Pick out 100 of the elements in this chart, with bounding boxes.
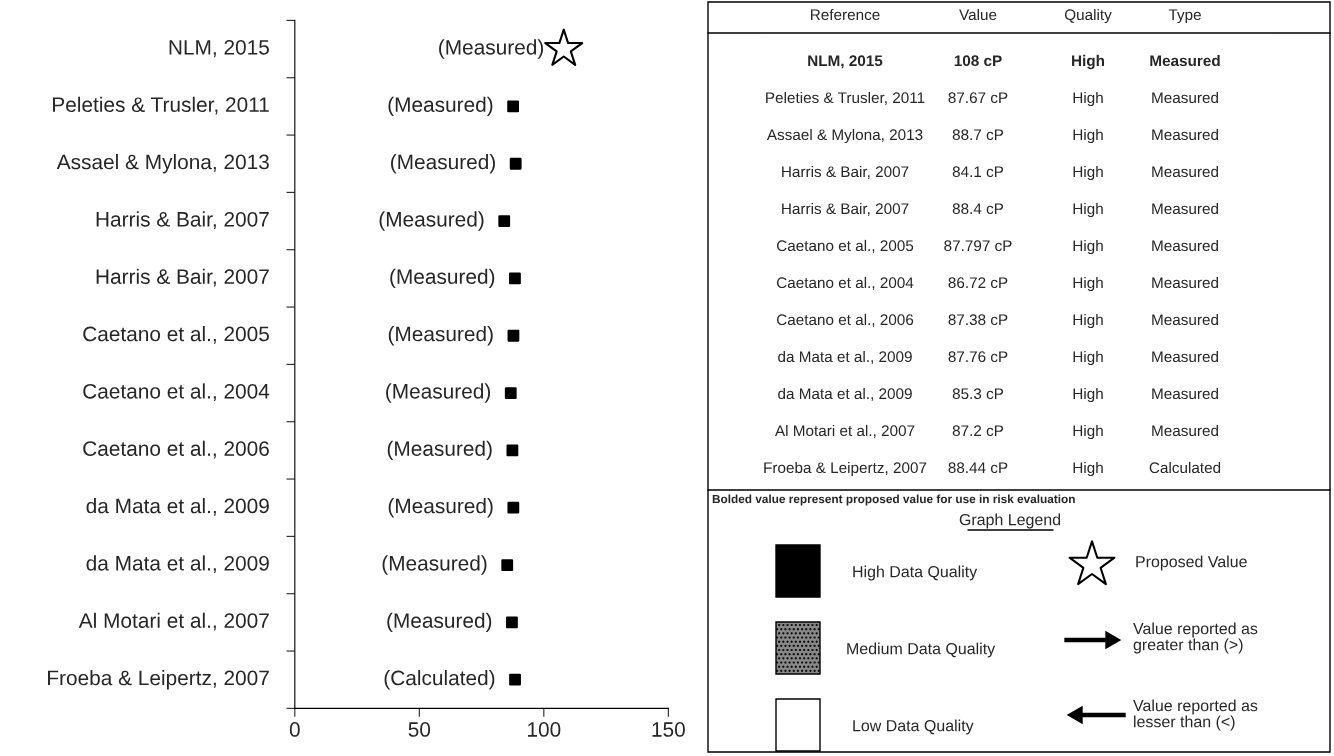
annotation: (Measured)	[390, 268, 495, 289]
y-tick-label: Al Motari et al., 2007	[78, 612, 269, 631]
text: 84.1 cP	[952, 166, 1004, 178]
annotation: (Measured)	[439, 39, 544, 59]
text: Measured	[1150, 54, 1220, 67]
text: Caetano et al., 2005	[776, 239, 914, 253]
text: Harris & Bair, 2007	[782, 165, 909, 179]
text: Value	[959, 8, 997, 21]
y-tick-label: Caetano et al., 2004	[83, 383, 270, 402]
x-tick-label: 0	[289, 722, 300, 737]
text: Bolded value represent proposed value for use in risk evaluation	[712, 494, 1075, 506]
text: High	[1073, 202, 1103, 218]
text: Measured	[1152, 165, 1218, 178]
text: High Data Quality	[853, 565, 978, 581]
text: High	[1073, 165, 1103, 181]
y-tick-label: da Mata et al., 2009	[86, 555, 269, 574]
text: Measured	[1152, 350, 1218, 363]
x-tick-label: 50	[408, 722, 431, 737]
text: 87.67 cP	[948, 92, 1008, 104]
text: Reference	[811, 8, 880, 21]
text: Measured	[1152, 424, 1218, 437]
annotation: (Calculated)	[384, 670, 495, 690]
annotation: (Measured)	[388, 498, 493, 518]
text: Measured	[1152, 202, 1218, 215]
point	[509, 673, 521, 686]
text: High	[1073, 387, 1103, 403]
text: Froeba & Leipertz, 2007	[764, 461, 927, 477]
text: Value reported as lesser than (<)	[1133, 699, 1258, 731]
text: da Mata et al., 2009	[778, 387, 912, 401]
text: 87.2 cP	[952, 425, 1004, 437]
text: Caetano et al., 2004	[776, 276, 914, 290]
point	[507, 329, 520, 342]
text: 88.4 cP	[952, 203, 1004, 215]
annotation: (Measured)	[391, 154, 495, 174]
text: Measured	[1152, 91, 1218, 104]
point	[509, 272, 521, 285]
text: NLM, 2015	[808, 55, 883, 69]
point	[507, 100, 520, 113]
point	[504, 387, 517, 399]
point	[506, 444, 519, 457]
text: 86.72 cP	[948, 277, 1008, 289]
text: Calculated	[1149, 461, 1221, 474]
text: Al Motari et al., 2007	[774, 424, 915, 438]
y-tick-label: da Mata et al., 2009	[86, 498, 269, 516]
y-tick-label: NLM, 2015	[169, 39, 269, 58]
y-tick-label: Harris & Bair, 2007	[96, 211, 269, 230]
text: High	[1072, 54, 1105, 70]
text: Graph Legend	[959, 513, 1061, 529]
text: Caetano et al., 2006	[776, 313, 914, 327]
annotation: (Measured)	[388, 96, 493, 117]
text: Measured	[1152, 387, 1218, 400]
text: Measured	[1152, 239, 1218, 252]
text: Low Data Quality	[853, 719, 974, 735]
text: Measured	[1152, 128, 1218, 141]
text: 87.76 cP	[948, 351, 1008, 363]
text: Assael & Mylona, 2013	[766, 128, 923, 144]
annotation: (Measured)	[379, 211, 484, 231]
text: 87.38 cP	[948, 314, 1008, 326]
text: High	[1073, 313, 1103, 329]
text: Measured	[1152, 276, 1218, 289]
annotation: (Measured)	[387, 440, 492, 461]
text: 87.797 cP	[944, 240, 1012, 252]
text: Medium Data Quality	[847, 642, 996, 658]
x-tick-label: 150	[652, 722, 685, 737]
annotation: (Measured)	[388, 326, 493, 346]
text: Quality	[1064, 8, 1112, 24]
text: Measured	[1152, 313, 1218, 326]
text: 108 cP	[954, 55, 1002, 67]
x-tick-label: 100	[528, 722, 561, 737]
point	[509, 157, 522, 170]
text: Peleties & Trusler, 2011	[766, 91, 925, 105]
text: 88.7 cP	[952, 129, 1004, 141]
text: High	[1073, 350, 1103, 366]
text: Harris & Bair, 2007	[782, 202, 909, 216]
text: High	[1073, 276, 1103, 292]
annotation: (Measured)	[386, 383, 491, 403]
point	[501, 559, 514, 571]
y-tick-label: Harris & Bair, 2007	[96, 268, 269, 287]
y-tick-label: Caetano et al., 2006	[83, 440, 269, 459]
text: High	[1073, 91, 1103, 107]
text: 85.3 cP	[952, 388, 1004, 400]
y-tick-label: Peleties & Trusler, 2011	[53, 96, 269, 115]
text: High	[1073, 128, 1103, 144]
text: Value reported as greater than (>)	[1133, 622, 1258, 654]
y-tick-label: Assael & Mylona, 2013	[56, 154, 269, 174]
point	[498, 215, 511, 227]
text: High	[1073, 424, 1103, 440]
text: 88.44 cP	[948, 462, 1008, 474]
text: Type	[1168, 9, 1201, 24]
text: High	[1073, 461, 1103, 477]
text: da Mata et al., 2009	[778, 350, 912, 364]
annotation: (Measured)	[387, 612, 492, 633]
y-tick-label: Caetano et al., 2005	[83, 326, 269, 344]
point	[507, 501, 520, 514]
text: Proposed Value	[1136, 555, 1247, 571]
point	[544, 28, 584, 66]
annotation: (Measured)	[382, 555, 487, 575]
text: High	[1073, 239, 1103, 255]
y-tick-label: Froeba & Leipertz, 2007	[48, 670, 269, 690]
point	[506, 616, 518, 629]
